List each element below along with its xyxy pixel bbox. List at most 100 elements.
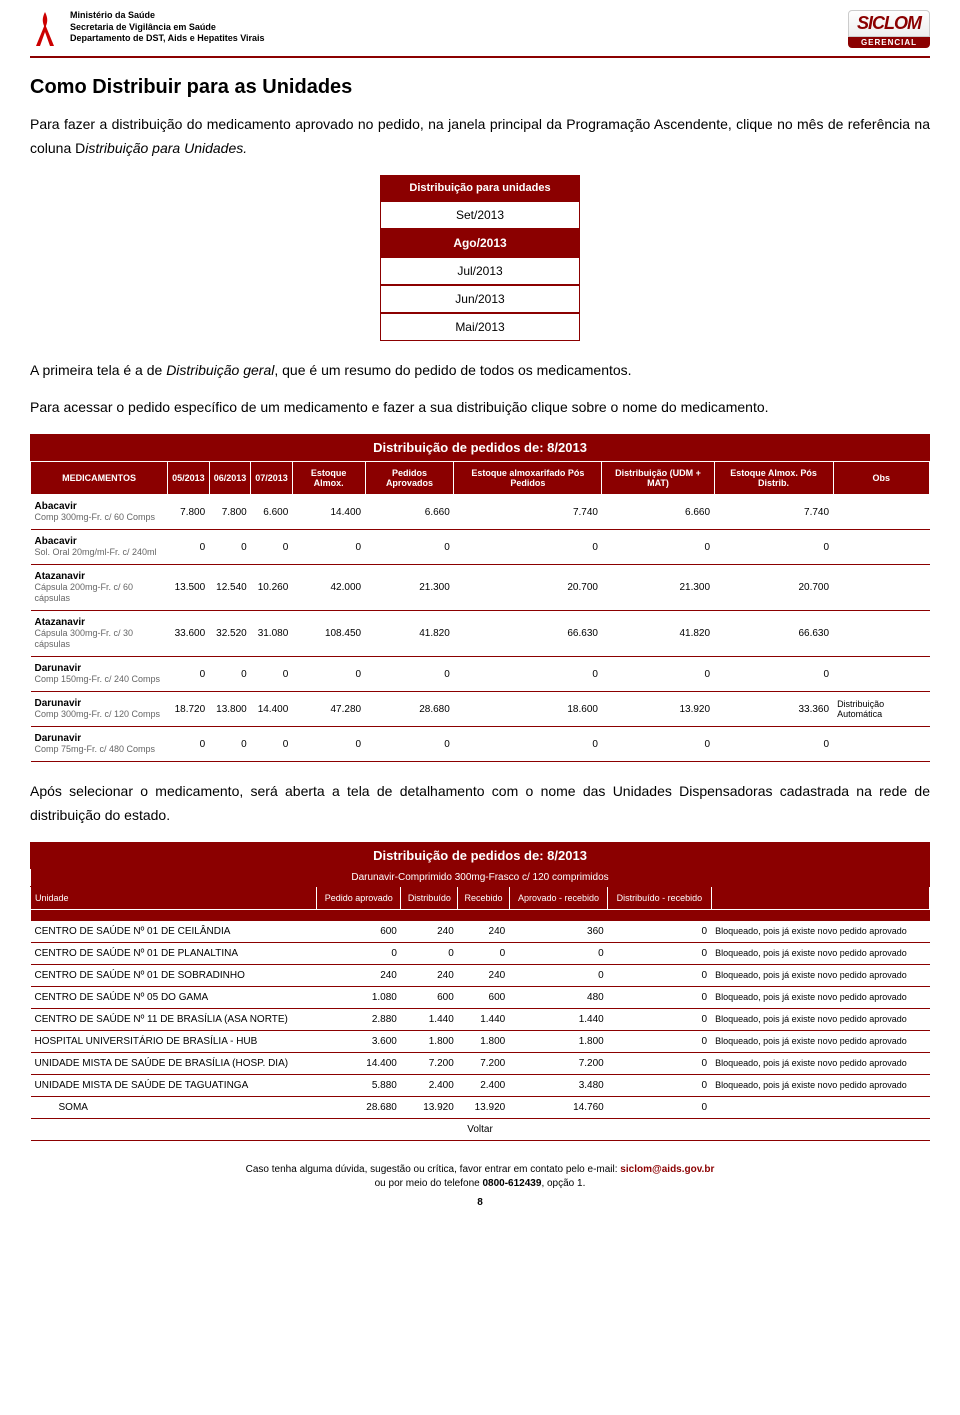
dist-value-cell: 6.660 (602, 495, 714, 530)
medication-name-cell[interactable]: DarunavirComp 300mg-Fr. c/ 120 Comps (31, 692, 168, 727)
unit-value-cell: 0 (608, 964, 711, 986)
unit-soma-label: SOMA (31, 1096, 317, 1118)
month-option[interactable]: Set/2013 (380, 201, 580, 229)
unit-redsep (31, 909, 930, 920)
dist-value-cell: 0 (292, 530, 365, 565)
unit-soma-value: 14.760 (509, 1096, 608, 1118)
dist-value-cell: 0 (714, 530, 833, 565)
medication-name-cell[interactable]: DarunavirComp 150mg-Fr. c/ 240 Comps (31, 657, 168, 692)
unit-voltar-link[interactable]: Voltar (31, 1118, 930, 1140)
unit-value-cell: 0 (509, 964, 608, 986)
dist-col-header: MEDICAMENTOS (31, 462, 168, 495)
dist-value-cell: 108.450 (292, 611, 365, 657)
paragraph-2: A primeira tela é a de Distribuição gera… (30, 359, 930, 383)
dist-col-header: Distribuição (UDM + MAT) (602, 462, 714, 495)
month-option[interactable]: Mai/2013 (380, 313, 580, 341)
dist-value-cell: 0 (168, 657, 210, 692)
unit-name-cell[interactable]: UNIDADE MISTA DE SAÚDE DE TAGUATINGA (31, 1074, 317, 1096)
unit-value-cell: 1.800 (401, 1030, 458, 1052)
dist-value-cell: 13.500 (168, 565, 210, 611)
medication-name-cell[interactable]: AbacavirSol. Oral 20mg/ml-Fr. c/ 240ml (31, 530, 168, 565)
dist-obs-cell (833, 657, 929, 692)
unit-status-cell: Bloqueado, pois já existe novo pedido ap… (711, 1030, 929, 1052)
unit-name-cell[interactable]: HOSPITAL UNIVERSITÁRIO DE BRASÍLIA - HUB (31, 1030, 317, 1052)
footer-email-link[interactable]: siclom@aids.gov.br (620, 1164, 714, 1175)
dist-value-cell: 66.630 (714, 611, 833, 657)
unit-value-cell: 2.880 (317, 1008, 401, 1030)
month-option[interactable]: Jun/2013 (380, 285, 580, 313)
dist-value-cell: 0 (454, 530, 602, 565)
unit-status-cell: Bloqueado, pois já existe novo pedido ap… (711, 920, 929, 942)
page-title: Como Distribuir para as Unidades (30, 76, 930, 99)
dist-value-cell: 0 (292, 657, 365, 692)
dist-col-header: Estoque Almox. (292, 462, 365, 495)
unit-value-cell: 0 (401, 942, 458, 964)
ribbon-icon (30, 10, 60, 50)
dist-value-cell: 0 (454, 727, 602, 762)
dist-value-cell: 0 (292, 727, 365, 762)
unit-value-cell: 1.440 (509, 1008, 608, 1030)
unit-name-cell[interactable]: CENTRO DE SAÚDE Nº 01 DE PLANALTINA (31, 942, 317, 964)
unit-soma-value: 0 (608, 1096, 711, 1118)
unit-col-header: Distribuído (401, 886, 458, 909)
p2-b: Distribuição geral (166, 362, 274, 378)
medication-name-cell[interactable]: AbacavirComp 300mg-Fr. c/ 60 Comps (31, 495, 168, 530)
unit-value-cell: 600 (317, 920, 401, 942)
secretary-line: Secretaria de Vigilância em Saúde (70, 22, 265, 34)
unit-value-cell: 0 (608, 942, 711, 964)
unit-table-caption: Distribuição de pedidos de: 8/2013 (30, 842, 930, 869)
dist-value-cell: 7.800 (209, 495, 251, 530)
medication-name-cell[interactable]: AtazanavirCápsula 300mg-Fr. c/ 30 cápsul… (31, 611, 168, 657)
unit-status-cell: Bloqueado, pois já existe novo pedido ap… (711, 1074, 929, 1096)
month-option[interactable]: Jul/2013 (380, 257, 580, 285)
unit-name-cell[interactable]: CENTRO DE SAÚDE Nº 01 DE SOBRADINHO (31, 964, 317, 986)
month-option[interactable]: Ago/2013 (380, 229, 580, 257)
unit-value-cell: 1.440 (401, 1008, 458, 1030)
medication-name-cell[interactable]: AtazanavirCápsula 200mg-Fr. c/ 60 cápsul… (31, 565, 168, 611)
unit-value-cell: 0 (317, 942, 401, 964)
dist-value-cell: 0 (209, 530, 251, 565)
dist-value-cell: 33.360 (714, 692, 833, 727)
unit-value-cell: 1.800 (509, 1030, 608, 1052)
siclom-logo-top: SICLOM (848, 10, 930, 37)
dist-value-cell: 31.080 (251, 611, 293, 657)
unit-soma-value: 28.680 (317, 1096, 401, 1118)
month-table-header: Distribuição para unidades (380, 175, 580, 201)
unit-name-cell[interactable]: CENTRO DE SAÚDE Nº 01 DE CEILÂNDIA (31, 920, 317, 942)
medication-name-cell[interactable]: DarunavirComp 75mg-Fr. c/ 480 Comps (31, 727, 168, 762)
footer-phone: 0800-612439 (482, 1178, 541, 1189)
dist-obs-cell (833, 495, 929, 530)
unit-name-cell[interactable]: CENTRO DE SAÚDE Nº 05 DO GAMA (31, 986, 317, 1008)
unit-value-cell: 5.880 (317, 1074, 401, 1096)
unit-value-cell: 240 (401, 964, 458, 986)
dist-value-cell: 66.630 (454, 611, 602, 657)
dist-value-cell: 32.520 (209, 611, 251, 657)
dist-value-cell: 0 (251, 657, 293, 692)
unit-status-cell: Bloqueado, pois já existe novo pedido ap… (711, 942, 929, 964)
dist-value-cell: 7.800 (168, 495, 210, 530)
unit-name-cell[interactable]: CENTRO DE SAÚDE Nº 11 DE BRASÍLIA (ASA N… (31, 1008, 317, 1030)
dist-value-cell: 14.400 (251, 692, 293, 727)
unit-value-cell: 2.400 (458, 1074, 509, 1096)
unit-status-cell: Bloqueado, pois já existe novo pedido ap… (711, 1052, 929, 1074)
dist-col-header: Estoque almoxarifado Pós Pedidos (454, 462, 602, 495)
unit-name-cell[interactable]: UNIDADE MISTA DE SAÚDE DE BRASÍLIA (HOSP… (31, 1052, 317, 1074)
dist-obs-cell: Distribuição Automática (833, 692, 929, 727)
dist-value-cell: 20.700 (714, 565, 833, 611)
unit-value-cell: 600 (458, 986, 509, 1008)
dist-obs-cell (833, 727, 929, 762)
unit-value-cell: 1.440 (458, 1008, 509, 1030)
dist-value-cell: 7.740 (454, 495, 602, 530)
unit-value-cell: 0 (608, 986, 711, 1008)
paragraph-1: Para fazer a distribuição do medicamento… (30, 113, 930, 161)
dist-value-cell: 21.300 (365, 565, 454, 611)
unit-value-cell: 7.200 (401, 1052, 458, 1074)
unit-col-header: Unidade (31, 886, 317, 909)
dist-value-cell: 33.600 (168, 611, 210, 657)
dist-value-cell: 0 (209, 657, 251, 692)
siclom-logo: SICLOM GERENCIAL (848, 10, 930, 48)
dist-value-cell: 0 (251, 530, 293, 565)
unit-value-cell: 0 (458, 942, 509, 964)
p2-c: , que é um resumo do pedido de todos os … (274, 362, 631, 378)
dist-value-cell: 0 (168, 727, 210, 762)
